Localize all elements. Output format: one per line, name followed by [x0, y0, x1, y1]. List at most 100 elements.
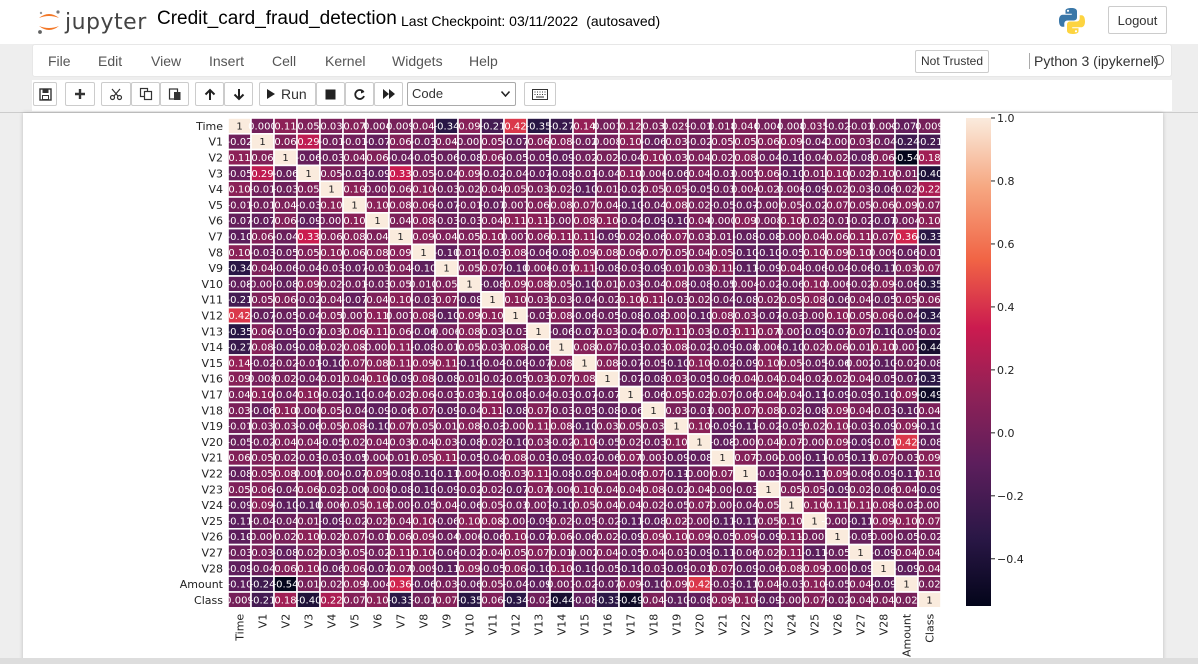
paste-button[interactable] [160, 82, 189, 106]
heatmap-cell-label: -0.01 [227, 422, 253, 433]
heatmap-cell-label: 0.03 [435, 580, 457, 591]
heatmap-cell-label: 0.04 [803, 232, 825, 243]
heatmap-cell-label: 0.005 [294, 469, 323, 480]
heatmap-cell-label: -0.01 [342, 137, 368, 148]
heatmap-cell-label: 0.008 [248, 374, 277, 385]
menu-cell[interactable]: Cell [272, 53, 297, 69]
heatmap-cell-label: 0.10 [228, 248, 250, 259]
heatmap-cell-label: -0.04 [526, 390, 552, 401]
heatmap-cell-label: -0.002 [545, 216, 577, 227]
save-button[interactable] [33, 82, 57, 106]
heatmap-cell-label: -0.09 [273, 343, 299, 354]
restart-run-all-button[interactable] [374, 82, 403, 106]
heatmap-cell-label: 0.07 [343, 358, 365, 369]
heatmap-cell-label: 0.007 [501, 200, 530, 211]
heatmap-y-label: V14 [201, 341, 223, 354]
heatmap-cell-label: 0.05 [251, 453, 273, 464]
copy-button[interactable] [131, 82, 160, 106]
heatmap-cell-label: 0.04 [895, 548, 917, 559]
heatmap-cell-label: -0.06 [273, 264, 299, 275]
heatmap-cell-label: 0.10 [780, 516, 802, 527]
move-down-button[interactable] [224, 82, 253, 106]
heatmap-cell-label: -0.01 [687, 564, 713, 575]
menu-edit[interactable]: Edit [98, 53, 123, 69]
heatmap-cell-label: -0.35 [917, 279, 943, 290]
heatmap-cell-label: 0.006 [294, 406, 323, 417]
heatmap-cell-label: -0.04 [618, 327, 644, 338]
heatmap-cell-label: -0.06 [457, 501, 483, 512]
horizontal-scrollbar[interactable] [0, 658, 1198, 664]
heatmap-cell-label: 0.09 [826, 437, 848, 448]
heatmap-cell-label: 0.06 [274, 295, 296, 306]
heatmap-cell-label: 0.10 [849, 248, 871, 259]
heatmap-cell-label: -0.04 [250, 516, 276, 527]
heatmap-cell-label: 0.009 [386, 121, 415, 132]
heatmap-cell-label: -0.05 [779, 248, 805, 259]
heatmap-cell-label: -0.03 [733, 485, 759, 496]
heatmap-cell-label: 0.07 [872, 453, 894, 464]
notebook-page: 1 0.000 0.11 0.05 0.03 0.07 0.004 0.009 0.04 -0.3… [23, 113, 1163, 664]
heatmap-cell-label: 0.01 [596, 279, 618, 290]
not-trusted-button[interactable]: Not Trusted [915, 50, 990, 73]
menu-file[interactable]: File [48, 53, 71, 69]
heatmap-cell-label: 0.10 [596, 216, 618, 227]
heatmap-cell-label: -0.11 [802, 453, 828, 464]
heatmap-cell-label: -0.11 [894, 469, 920, 480]
heatmap-cell-label: -0.02 [273, 358, 299, 369]
restart-button[interactable] [345, 82, 374, 106]
cut-button[interactable] [101, 82, 131, 106]
heatmap-cell-label: -0.05 [595, 437, 621, 448]
jupyter-logo[interactable]: jupyter [36, 8, 147, 36]
heatmap-cell-label: 0.08 [343, 232, 365, 243]
heatmap-cell-label: -0.05 [227, 169, 253, 180]
heatmap-cell-label: -0.007 [913, 501, 945, 512]
heatmap-cell-label: -0.002 [706, 501, 738, 512]
heatmap-cell-label: -0.003 [660, 311, 692, 322]
menu-view[interactable]: View [151, 53, 182, 69]
heatmap-cell-label: 0.03 [849, 185, 871, 196]
heatmap-cell-label: -0.02 [296, 295, 322, 306]
heatmap-y-label: V7 [208, 231, 223, 244]
heatmap-cell-label: 0.03 [320, 548, 342, 559]
heatmap-cell-label: -0.05 [641, 358, 667, 369]
heatmap-cell-label: 0.03 [849, 137, 871, 148]
heatmap-cell-label: 0.07 [389, 564, 411, 575]
heatmap-cell-label: 0.001 [892, 343, 921, 354]
menu-insert[interactable]: Insert [209, 53, 245, 69]
heatmap-cell-label: 0.006 [754, 343, 783, 354]
heatmap-cell-label: 0.03 [665, 137, 687, 148]
notebook-name[interactable]: Credit_card_fraud_detection [157, 8, 397, 29]
insert-cell-button[interactable] [65, 82, 95, 106]
heatmap-cell-label: -0.04 [273, 516, 299, 527]
heatmap-cell-label: 0.10 [872, 343, 894, 354]
heatmap-cell-label: 0.07 [573, 200, 595, 211]
heatmap-cell-label: -0.03 [710, 185, 736, 196]
run-button[interactable]: Run [259, 82, 316, 106]
heatmap-cell-label: -0.02 [227, 137, 253, 148]
colorbar-tick-label: 1.0 [997, 113, 1015, 125]
heatmap-x-label: V12 [510, 614, 523, 636]
heatmap-cell-label: 0.02 [665, 516, 687, 527]
heatmap-cell-label: -0.08 [641, 374, 667, 385]
menu-widgets[interactable]: Widgets [392, 53, 443, 69]
heatmap-cell-label: 0.06 [343, 327, 365, 338]
heatmap-cell-label: 0.07 [527, 485, 549, 496]
menu-kernel[interactable]: Kernel [325, 53, 366, 69]
heatmap-cell-label: -0.10 [572, 279, 598, 290]
interrupt-button[interactable] [316, 82, 345, 106]
heatmap-x-label: V13 [533, 614, 546, 636]
heatmap-cell-label: -0.08 [457, 437, 483, 448]
heatmap-cell-label: 0.09 [297, 279, 319, 290]
logout-button[interactable]: Logout [1108, 6, 1167, 34]
heatmap-cell-label: 0.11 [481, 406, 503, 417]
command-palette-button[interactable] [524, 82, 556, 106]
heatmap-cell-label: -0.10 [572, 185, 598, 196]
heatmap-x-label: V15 [579, 614, 592, 636]
move-up-button[interactable] [195, 82, 224, 106]
heatmap-cell-label: -0.10 [779, 169, 805, 180]
menu-help[interactable]: Help [469, 53, 498, 69]
kernel-name[interactable]: Python 3 (ipykernel) [1029, 53, 1159, 69]
cell-type-select[interactable]: Code [407, 82, 516, 106]
heatmap-cell-label: 0.03 [527, 185, 549, 196]
heatmap-cell-label: -0.09 [848, 437, 874, 448]
